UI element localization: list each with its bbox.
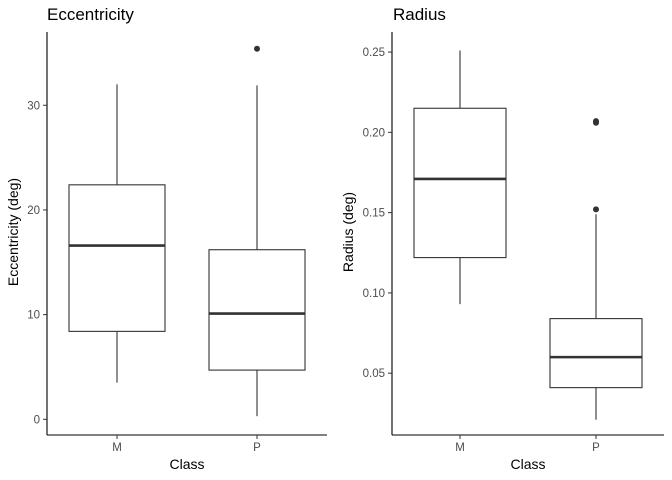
box-m	[413, 50, 507, 305]
y-axis-title: Radius (deg)	[340, 192, 356, 272]
panel-title: Eccentricity	[47, 5, 134, 24]
panel-eccentricity: Eccentricity 0 10 20 30 M P Class Eccentricity (…	[5, 5, 327, 472]
box-m	[68, 84, 166, 383]
x-tick-label: M	[112, 442, 122, 454]
iqr-box	[549, 318, 643, 389]
x-axis-title: Class	[510, 456, 545, 472]
y-tick-label: 0	[34, 414, 40, 426]
panel-title: Radius	[393, 5, 446, 24]
iqr-box	[68, 184, 166, 332]
y-tick-label: 0.05	[363, 368, 385, 380]
y-tick-label: 10	[27, 310, 40, 322]
panel-radius: Radius 0.05 0.10 0.15 0.20 0.25 M P Class Radius …	[340, 5, 664, 472]
y-axis-title: Eccentricity (deg)	[5, 178, 21, 286]
iqr-box	[208, 249, 306, 371]
box-p	[549, 118, 643, 420]
x-axis-title: Class	[169, 456, 204, 472]
box-p	[208, 45, 306, 417]
outlier-point	[254, 45, 260, 52]
y-tick-label: 0.20	[363, 127, 385, 139]
y-tick-label: 0.15	[363, 208, 385, 220]
y-tick-label: 20	[27, 205, 40, 217]
outlier-point	[593, 118, 599, 125]
outlier-point	[593, 206, 599, 213]
x-tick-label: P	[253, 442, 261, 454]
y-tick-label: 0.10	[363, 288, 385, 300]
x-tick-label: M	[455, 442, 465, 454]
x-tick-label: P	[592, 442, 600, 454]
y-tick-label: 30	[27, 100, 40, 112]
y-tick-label: 0.25	[363, 47, 385, 59]
iqr-box	[413, 107, 507, 259]
